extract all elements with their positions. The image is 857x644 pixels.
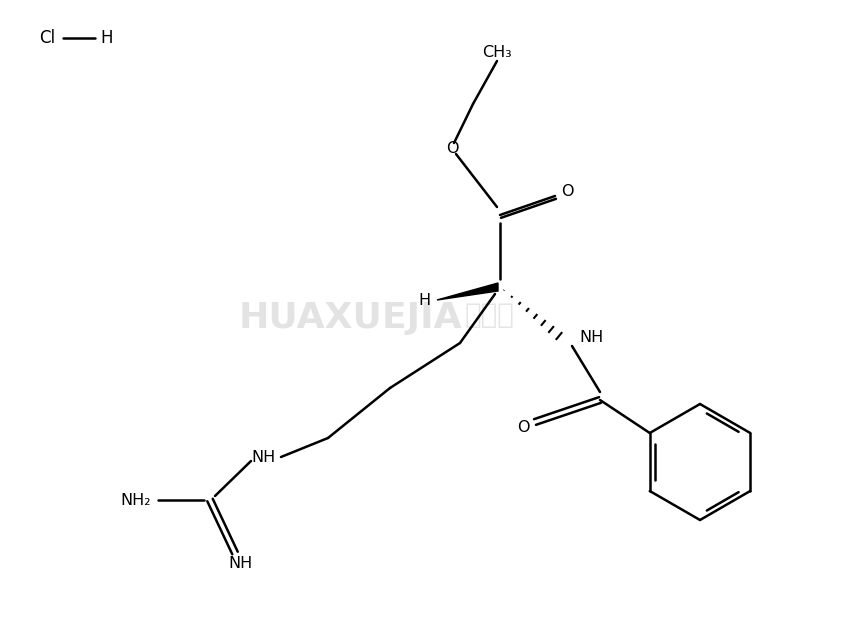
- Text: 化学加: 化学加: [465, 301, 515, 329]
- Polygon shape: [437, 283, 498, 300]
- Text: CH₃: CH₃: [482, 44, 512, 59]
- Text: NH: NH: [229, 556, 253, 571]
- Text: O: O: [517, 419, 530, 435]
- Text: NH: NH: [579, 330, 603, 345]
- Text: NH₂: NH₂: [121, 493, 151, 507]
- Text: H: H: [101, 29, 113, 47]
- Text: Cl: Cl: [39, 29, 55, 47]
- Text: NH: NH: [252, 450, 276, 464]
- Text: O: O: [446, 140, 458, 155]
- Text: H: H: [418, 292, 430, 307]
- Text: O: O: [560, 184, 573, 198]
- Text: HUAXUEJIA: HUAXUEJIA: [238, 301, 462, 335]
